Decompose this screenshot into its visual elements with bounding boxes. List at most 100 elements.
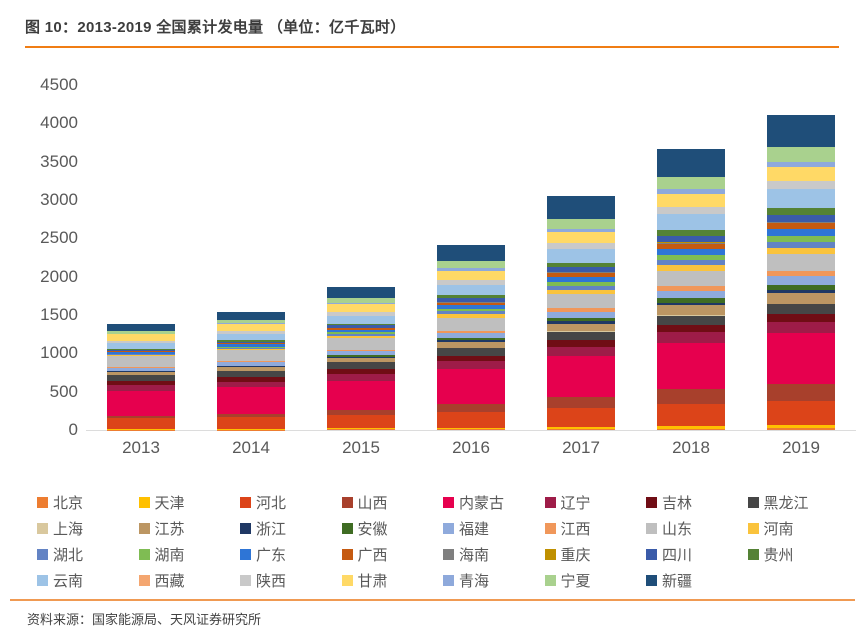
legend-item: 陕西	[240, 570, 342, 591]
bar-segment	[217, 417, 285, 429]
bar-segment	[437, 330, 505, 333]
bar-segment	[217, 343, 285, 345]
bar-segment	[547, 262, 615, 268]
legend-item: 湖南	[138, 544, 241, 565]
bar-segment	[107, 343, 175, 349]
legend-swatch-icon	[37, 496, 48, 508]
bar-segment	[657, 298, 725, 303]
bar-segment	[767, 400, 835, 426]
legend-label: 陕西	[256, 572, 287, 590]
legend-label: 西藏	[154, 572, 185, 590]
x-tick-label: 2019	[782, 438, 820, 457]
chart-legend: 北京 天津 河北 山西 内蒙古 辽宁 吉林 黑龙江 上海 江苏 浙江 安徽 福建 江西 山东 河南 湖北 湖南 广东…	[37, 489, 849, 593]
bar-column-2014	[196, 85, 306, 430]
bar-segment	[217, 366, 285, 368]
y-tick-label: 1500	[40, 305, 78, 324]
bar-segment	[547, 355, 615, 397]
legend-swatch-icon	[443, 548, 454, 560]
bar-segment	[217, 381, 285, 388]
bar-segment	[767, 222, 835, 224]
bar-segment	[657, 213, 725, 215]
bar-segment	[657, 193, 725, 207]
bar-segment	[217, 323, 285, 325]
legend-swatch-icon	[544, 522, 556, 534]
legend-label: 黑龙江	[763, 494, 809, 512]
bar-segment	[437, 342, 505, 348]
legend-swatch-icon	[341, 548, 353, 560]
legend-swatch-icon	[240, 548, 251, 560]
bar-segment	[437, 355, 505, 362]
bar-segment	[657, 236, 725, 243]
bar-segment	[657, 302, 725, 306]
bar-segment	[217, 334, 285, 341]
bar-segment	[547, 243, 615, 249]
bar-column-2013	[86, 85, 196, 430]
figure-title: 图 10：2013-2019 全国累计发电量 （单位：亿千瓦时）	[25, 19, 406, 36]
bar-segment	[657, 325, 725, 333]
bar-segment	[767, 428, 835, 430]
bar-segment	[547, 323, 615, 332]
legend-label: 山西	[357, 494, 388, 512]
legend-swatch-icon	[544, 574, 556, 586]
bar-segment	[767, 166, 835, 182]
bar-segment	[657, 214, 725, 231]
bar-segment	[107, 353, 175, 355]
title-divider-line	[25, 46, 839, 48]
bar-segment	[657, 248, 725, 255]
bar-segment	[767, 223, 835, 230]
bar-segment	[437, 361, 505, 370]
bar-segment	[547, 249, 615, 263]
bar-segment	[547, 231, 615, 244]
bar-segment	[657, 286, 725, 291]
legend-item: 甘肃	[341, 570, 444, 591]
bar-segment	[217, 344, 285, 347]
bar-segment	[767, 322, 835, 334]
legend-item: 四川	[646, 544, 748, 565]
bar-segment	[437, 298, 505, 302]
legend-label: 湖北	[53, 546, 84, 564]
x-tick-label: 2015	[342, 438, 380, 457]
bar-segment	[657, 428, 725, 430]
legend-swatch-icon	[747, 496, 759, 508]
bar-segment	[547, 294, 615, 309]
bar-segment	[547, 267, 615, 272]
legend-swatch-icon	[646, 496, 657, 508]
bar-segment	[217, 365, 285, 367]
bar-segment	[107, 354, 175, 356]
bar-segment	[107, 348, 175, 350]
bar-segment	[547, 318, 615, 322]
bar-segment	[327, 356, 395, 358]
legend-swatch-icon	[544, 548, 556, 560]
legend-label: 吉林	[662, 494, 693, 512]
bar-column-2015	[306, 85, 416, 430]
bar-segment	[217, 324, 285, 332]
legend-label: 新疆	[662, 572, 693, 590]
bar-segment	[217, 414, 285, 418]
y-tick-label: 2500	[40, 228, 78, 248]
bar-segment	[437, 338, 505, 341]
bar-segment	[657, 403, 725, 426]
legend-swatch-icon	[240, 522, 251, 534]
bar-segment	[107, 334, 175, 341]
bar-segment	[327, 357, 395, 363]
bar-segment	[107, 371, 175, 373]
bar-segment	[547, 196, 615, 219]
legend-item: 黑龙江	[747, 492, 850, 513]
bar-segment	[327, 286, 395, 298]
legend-label: 云南	[53, 572, 84, 590]
bar-segment	[657, 315, 725, 316]
bar-segment	[327, 329, 395, 333]
bar-segment	[657, 389, 725, 404]
y-tick-label: 4000	[40, 113, 78, 133]
bar-segment	[217, 346, 285, 348]
legend-item: 上海	[37, 518, 139, 539]
bar-segment	[437, 314, 505, 318]
bar-segment	[437, 403, 505, 412]
legend-swatch-icon	[138, 496, 150, 508]
legend-item: 云南	[37, 570, 139, 591]
x-tick-label: 2013	[122, 438, 160, 457]
bar-segment	[657, 148, 725, 177]
bar-segment	[217, 362, 285, 366]
legend-swatch-icon	[341, 574, 353, 586]
legend-swatch-icon	[240, 574, 251, 586]
